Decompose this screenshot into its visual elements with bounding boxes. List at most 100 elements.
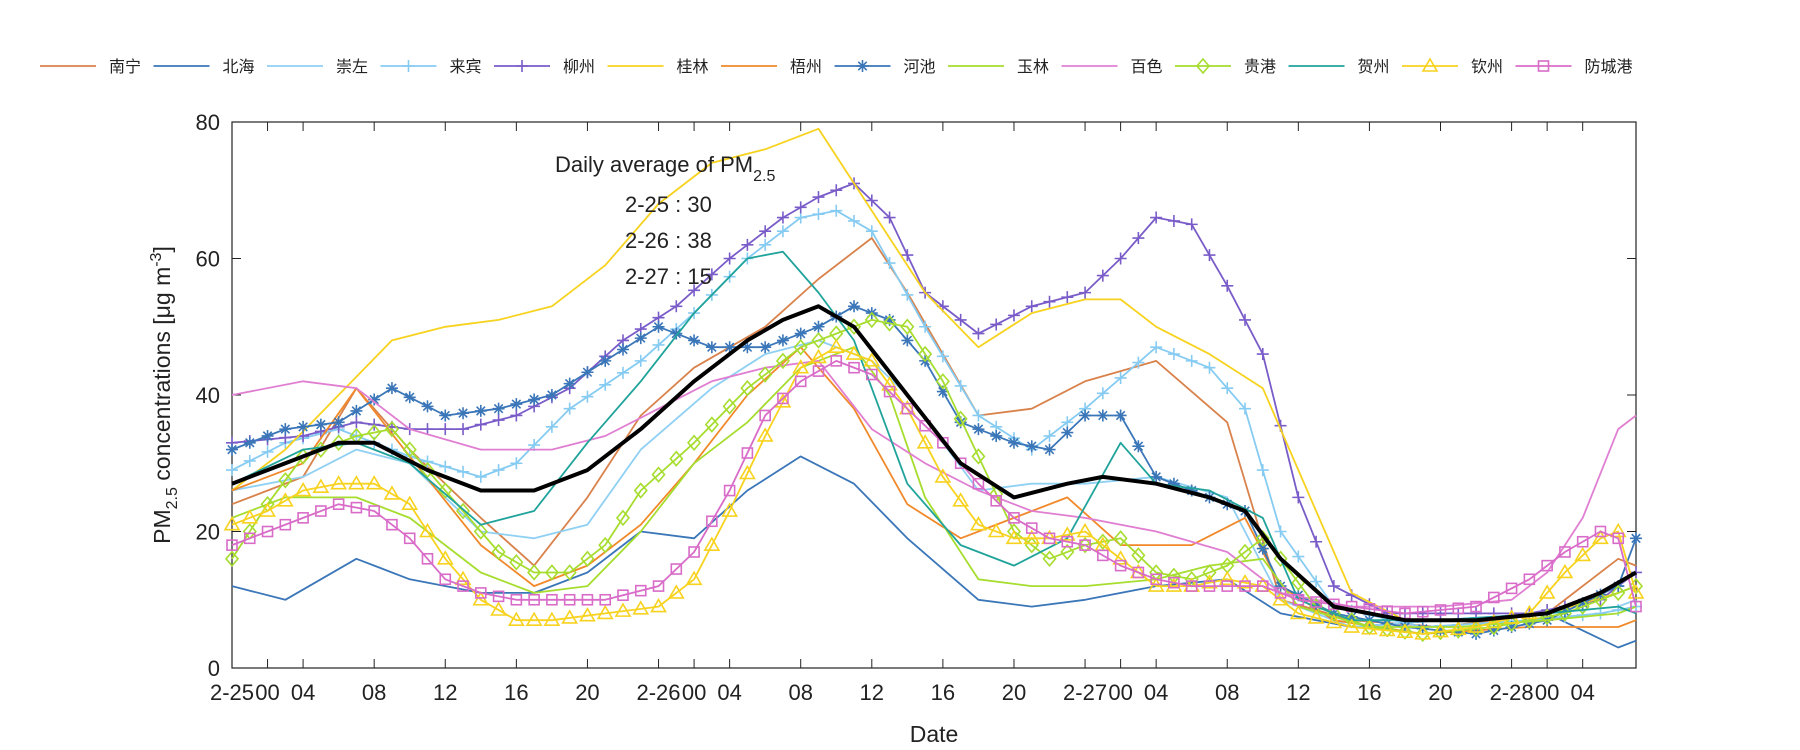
marker-diamond [669, 450, 684, 467]
marker-triangle [703, 536, 721, 551]
marker-square [1612, 532, 1625, 545]
marker-triangle [952, 492, 970, 507]
marker-star [1007, 436, 1020, 449]
marker-plus [581, 390, 594, 403]
marker-square [794, 375, 807, 388]
marker-plus [901, 249, 914, 262]
marker-diamond [1113, 530, 1128, 547]
marker-star [1470, 627, 1483, 640]
marker-square [368, 505, 380, 517]
series-line [231, 250, 1637, 622]
series-line [231, 304, 1637, 623]
marker-diamond [775, 352, 790, 370]
marker-plus [776, 211, 789, 224]
marker-plus [1167, 348, 1180, 361]
marker-star [1487, 624, 1500, 637]
x-tick-label: 04 [1144, 680, 1168, 705]
marker-square [243, 532, 256, 545]
series-11 [231, 250, 1637, 622]
marker-diamond [953, 410, 968, 428]
marker-square [1256, 580, 1269, 592]
marker-plus [402, 60, 415, 72]
marker-plus [1185, 218, 1198, 231]
marker-star [1079, 409, 1092, 422]
marker-diamond [455, 502, 471, 520]
marker-square [1523, 573, 1536, 586]
series-line [231, 209, 1637, 628]
marker-diamond [1593, 591, 1608, 608]
marker-plus [865, 194, 878, 207]
marker-diamond [900, 318, 915, 335]
marker-plus [261, 445, 274, 458]
marker-diamond [367, 424, 382, 441]
marker-triangle [1165, 577, 1183, 592]
marker-star [599, 354, 612, 367]
marker-plus [919, 320, 932, 333]
marker-diamond [651, 466, 666, 483]
marker-triangle [1574, 546, 1592, 562]
marker-diamond [438, 482, 453, 499]
marker-triangle [330, 475, 348, 490]
marker-triangle [1378, 621, 1396, 637]
marker-plus [492, 464, 505, 477]
marker-plus [1096, 387, 1109, 400]
x-tick-label: 2-27 [1063, 680, 1107, 705]
marker-square [581, 593, 594, 606]
marker-star [1114, 409, 1127, 422]
marker-triangle [561, 609, 579, 624]
marker-triangle [827, 338, 845, 354]
marker-triangle [1592, 529, 1609, 545]
marker-triangle [738, 464, 756, 480]
y-axis-label: PM2.5 concentrations [μg m-3] [148, 246, 181, 544]
x-tick-label: 20 [575, 680, 599, 705]
x-tick-label: 16 [504, 680, 528, 705]
marker-triangle [1005, 529, 1023, 545]
marker-square [670, 563, 683, 575]
marker-plus [759, 225, 772, 238]
marker-plus [670, 300, 683, 313]
marker-plus [1096, 269, 1109, 282]
marker-diamond [1195, 57, 1211, 75]
marker-plus [830, 204, 843, 217]
marker-diamond [935, 373, 950, 390]
marker-star [1274, 580, 1287, 593]
marker-star [1505, 621, 1518, 634]
marker-square [1203, 580, 1216, 592]
marker-star [403, 391, 416, 404]
marker-square [812, 365, 825, 377]
x-tick-label: 08 [788, 680, 812, 705]
marker-square [1008, 512, 1020, 524]
marker-triangle [579, 607, 596, 622]
marker-star [368, 393, 381, 406]
marker-triangle [596, 604, 614, 620]
marker-star [243, 436, 256, 449]
series-line [231, 360, 1637, 615]
marker-plus [1132, 356, 1145, 369]
marker-diamond [562, 564, 577, 581]
marker-star [723, 341, 736, 354]
marker-star [563, 377, 576, 390]
marker-diamond [1237, 543, 1253, 561]
marker-square [350, 501, 363, 514]
x-tick-label: 08 [1215, 680, 1239, 705]
marker-square [777, 392, 789, 405]
marker-diamond [384, 420, 400, 438]
x-tick-label: 00 [682, 680, 706, 705]
marker-square [1292, 593, 1305, 606]
marker-star [901, 334, 914, 347]
marker-triangle [987, 522, 1005, 538]
marker-star [492, 402, 505, 415]
marker-plus [1203, 361, 1216, 374]
annotation-line: 2-26 : 38 [625, 228, 712, 253]
legend-label: 来宾 [450, 57, 482, 76]
x-axis-label: Date [910, 721, 959, 747]
marker-plus [954, 379, 967, 392]
marker-star [1025, 440, 1038, 453]
marker-square [421, 552, 434, 565]
marker-star [776, 334, 789, 347]
legend-item: 来宾 [380, 57, 482, 76]
marker-plus [634, 354, 647, 367]
marker-plus [1114, 252, 1127, 265]
legend-item: 桂林 [607, 57, 709, 76]
